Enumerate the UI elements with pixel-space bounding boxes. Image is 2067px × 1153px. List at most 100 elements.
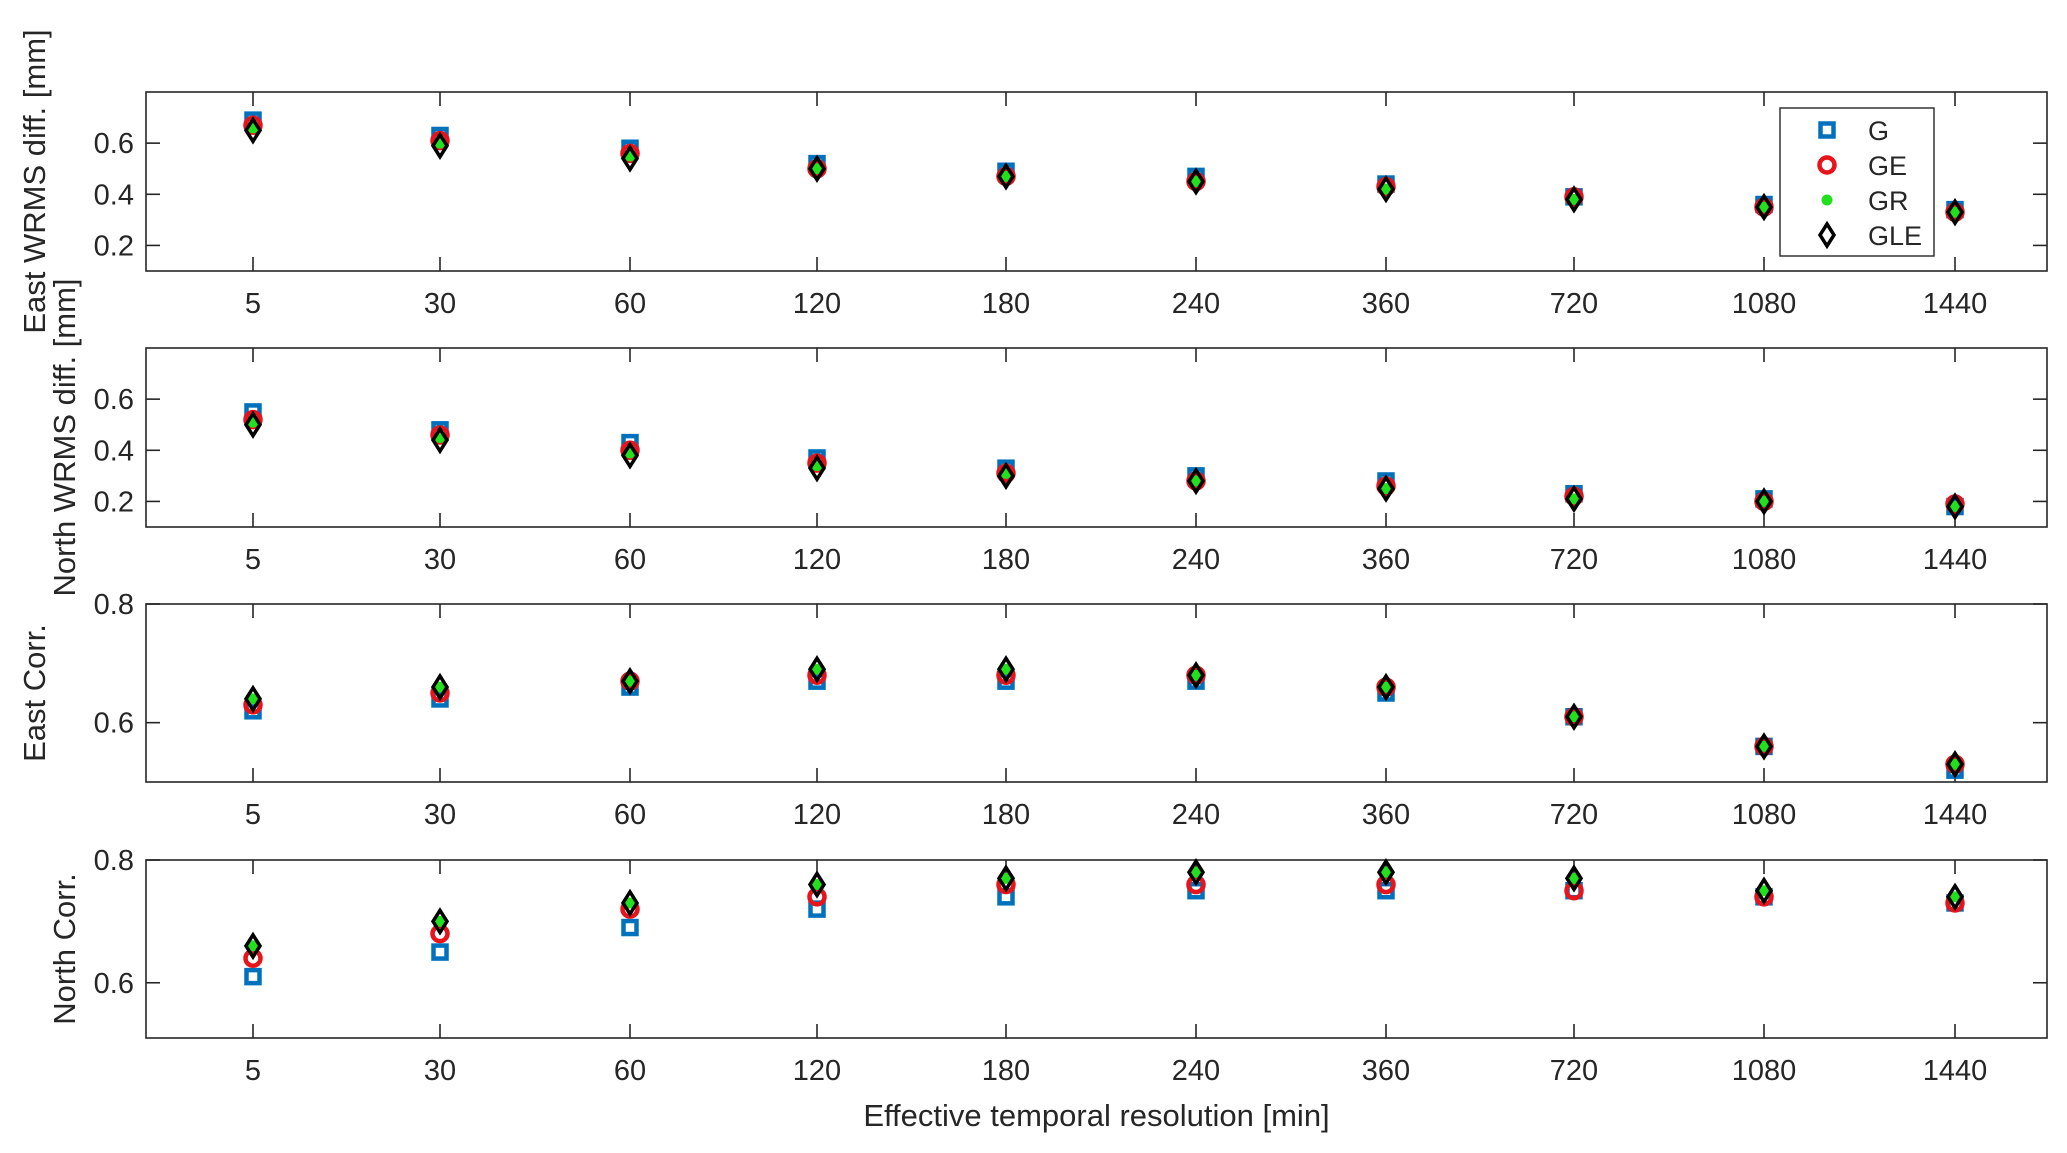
data-point <box>1190 669 1202 681</box>
x-tick-label: 180 <box>982 799 1030 831</box>
x-tick-label: 180 <box>982 544 1030 576</box>
plot-area <box>145 603 2048 783</box>
data-point <box>1945 492 1965 521</box>
data-point <box>620 144 640 173</box>
data-point <box>996 461 1016 491</box>
data-point <box>247 940 259 952</box>
data-point <box>1376 474 1396 503</box>
panel-4: 0.6 0.8 5 30 60 120 180 240 360 720 1080 1440 North … <box>47 845 2048 1133</box>
data-point <box>1945 749 1965 779</box>
x-tick-label: 120 <box>793 288 841 320</box>
data-point <box>807 870 827 899</box>
data-point <box>624 675 636 687</box>
legend-marker <box>1818 121 1836 139</box>
data-point <box>811 163 823 175</box>
y-tick-label: 0.2 <box>94 486 134 518</box>
legend-label: GR <box>1868 186 1909 216</box>
data-point <box>807 453 827 483</box>
data-point <box>243 931 263 961</box>
data-point <box>1564 702 1584 731</box>
y-tick-label: 0.8 <box>94 845 134 877</box>
y-tick-label: 0.2 <box>94 230 134 262</box>
panel-2: 0.2 0.4 0.6 5 30 60 120 180 240 360 720 1080 1440 Nor… <box>47 278 2048 597</box>
data-point <box>1000 663 1012 675</box>
x-tick-label: 240 <box>1172 288 1220 320</box>
x-tick-label: 5 <box>245 799 261 831</box>
data-point <box>243 116 263 145</box>
data-point <box>620 441 640 470</box>
data-point <box>621 918 639 937</box>
x-tick-label: 120 <box>793 799 841 831</box>
data-point <box>431 943 449 961</box>
data-point <box>807 154 827 183</box>
data-point <box>430 425 450 455</box>
data-point <box>1758 201 1770 213</box>
data-point <box>1758 495 1770 507</box>
data-point <box>1186 167 1206 196</box>
data-point <box>620 888 640 918</box>
x-tick-label: 720 <box>1550 1055 1598 1087</box>
x-tick-label: 60 <box>614 799 646 831</box>
x-tick-label: 720 <box>1550 544 1598 576</box>
data-point <box>1186 660 1206 690</box>
legend-label: GE <box>1868 151 1907 181</box>
data-point <box>620 666 640 696</box>
legend-label: GLE <box>1868 221 1922 251</box>
data-point <box>434 915 446 927</box>
data-point <box>1949 891 1961 903</box>
series-GR <box>247 866 1961 952</box>
data-point <box>811 663 823 675</box>
data-point <box>1758 740 1770 752</box>
legend-marker <box>1817 155 1837 175</box>
data-point <box>1949 501 1961 513</box>
data-point <box>1754 876 1774 905</box>
legend-marker <box>1817 220 1837 250</box>
data-point <box>1186 858 1206 887</box>
data-point <box>1564 864 1584 893</box>
panel-3: 0.6 0.8 5 30 60 120 180 240 360 720 1080 1440 East C… <box>17 589 2048 831</box>
data-point <box>1758 885 1770 897</box>
data-point <box>1186 466 1206 496</box>
data-point <box>807 655 827 684</box>
data-point <box>1376 858 1396 887</box>
x-tick-label: 60 <box>614 544 646 576</box>
x-tick-label: 5 <box>245 544 261 576</box>
data-point <box>1949 206 1961 218</box>
data-point <box>996 864 1016 893</box>
x-tick-label: 180 <box>982 1055 1030 1087</box>
data-point <box>996 162 1016 191</box>
x-tick-label: 1440 <box>1923 799 1988 831</box>
x-axis-label: Effective temporal resolution [min] <box>863 1098 1329 1133</box>
data-point <box>1754 487 1774 516</box>
x-tick-label: 1080 <box>1732 288 1797 320</box>
data-point <box>1564 185 1584 214</box>
data-point <box>243 410 263 439</box>
data-point <box>430 672 450 702</box>
x-tick-label: 1080 <box>1732 799 1797 831</box>
data-point <box>1568 711 1580 723</box>
legend: G GE GR GLE <box>1779 107 1935 257</box>
legend-marker <box>1821 194 1833 206</box>
y-tick-label: 0.6 <box>94 128 134 160</box>
data-point <box>1190 176 1202 187</box>
series-GLE <box>243 410 1965 521</box>
data-point <box>1945 197 1965 227</box>
y-tick-label: 0.8 <box>94 589 134 621</box>
x-tick-label: 30 <box>424 544 456 576</box>
data-point <box>1380 866 1392 878</box>
x-tick-label: 360 <box>1362 544 1410 576</box>
data-point <box>430 907 450 936</box>
x-tick-label: 240 <box>1172 799 1220 831</box>
data-point <box>1380 681 1392 693</box>
plot-area <box>145 859 2048 1039</box>
data-point <box>1000 872 1012 884</box>
x-tick-label: 1440 <box>1923 288 1988 320</box>
x-tick-label: 360 <box>1362 288 1410 320</box>
x-tick-label: 5 <box>245 1055 261 1087</box>
x-tick-label: 1440 <box>1923 544 1988 576</box>
x-tick-label: 1080 <box>1732 544 1797 576</box>
data-point <box>996 655 1016 684</box>
data-point <box>1380 183 1392 195</box>
data-point <box>1754 192 1774 222</box>
